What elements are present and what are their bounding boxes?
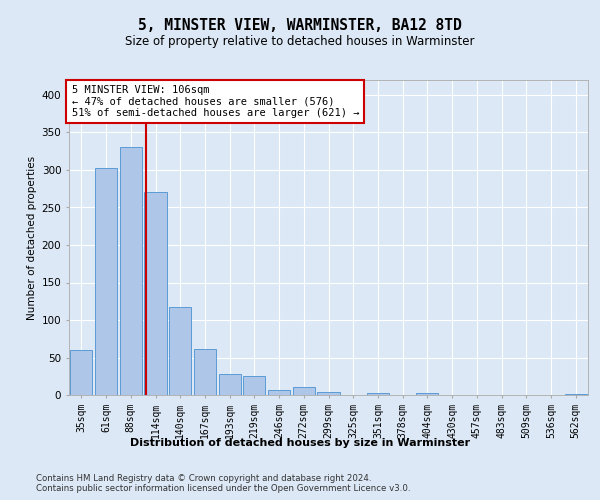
Bar (268, 390, 290, 395)
Bar (95, 168, 117, 395)
Bar (293, 387, 315, 395)
Bar (416, 393, 439, 395)
Text: Contains HM Land Registry data © Crown copyright and database right 2024.
Contai: Contains HM Land Registry data © Crown c… (36, 474, 410, 494)
Y-axis label: Number of detached properties: Number of detached properties (28, 156, 37, 320)
Text: Distribution of detached houses by size in Warminster: Distribution of detached houses by size … (130, 438, 470, 448)
Bar (119, 148, 142, 395)
Text: Size of property relative to detached houses in Warminster: Size of property relative to detached ho… (125, 35, 475, 48)
Bar (145, 192, 167, 395)
Text: 5 MINSTER VIEW: 106sqm
← 47% of detached houses are smaller (576)
51% of semi-de: 5 MINSTER VIEW: 106sqm ← 47% of detached… (71, 84, 359, 118)
Bar (317, 392, 340, 395)
Bar (70, 350, 92, 395)
Bar (243, 376, 265, 395)
Bar (367, 393, 389, 395)
Bar (218, 374, 241, 395)
Bar (169, 306, 191, 395)
Bar (194, 348, 216, 395)
Bar (565, 394, 587, 395)
Text: 5, MINSTER VIEW, WARMINSTER, BA12 8TD: 5, MINSTER VIEW, WARMINSTER, BA12 8TD (138, 18, 462, 32)
